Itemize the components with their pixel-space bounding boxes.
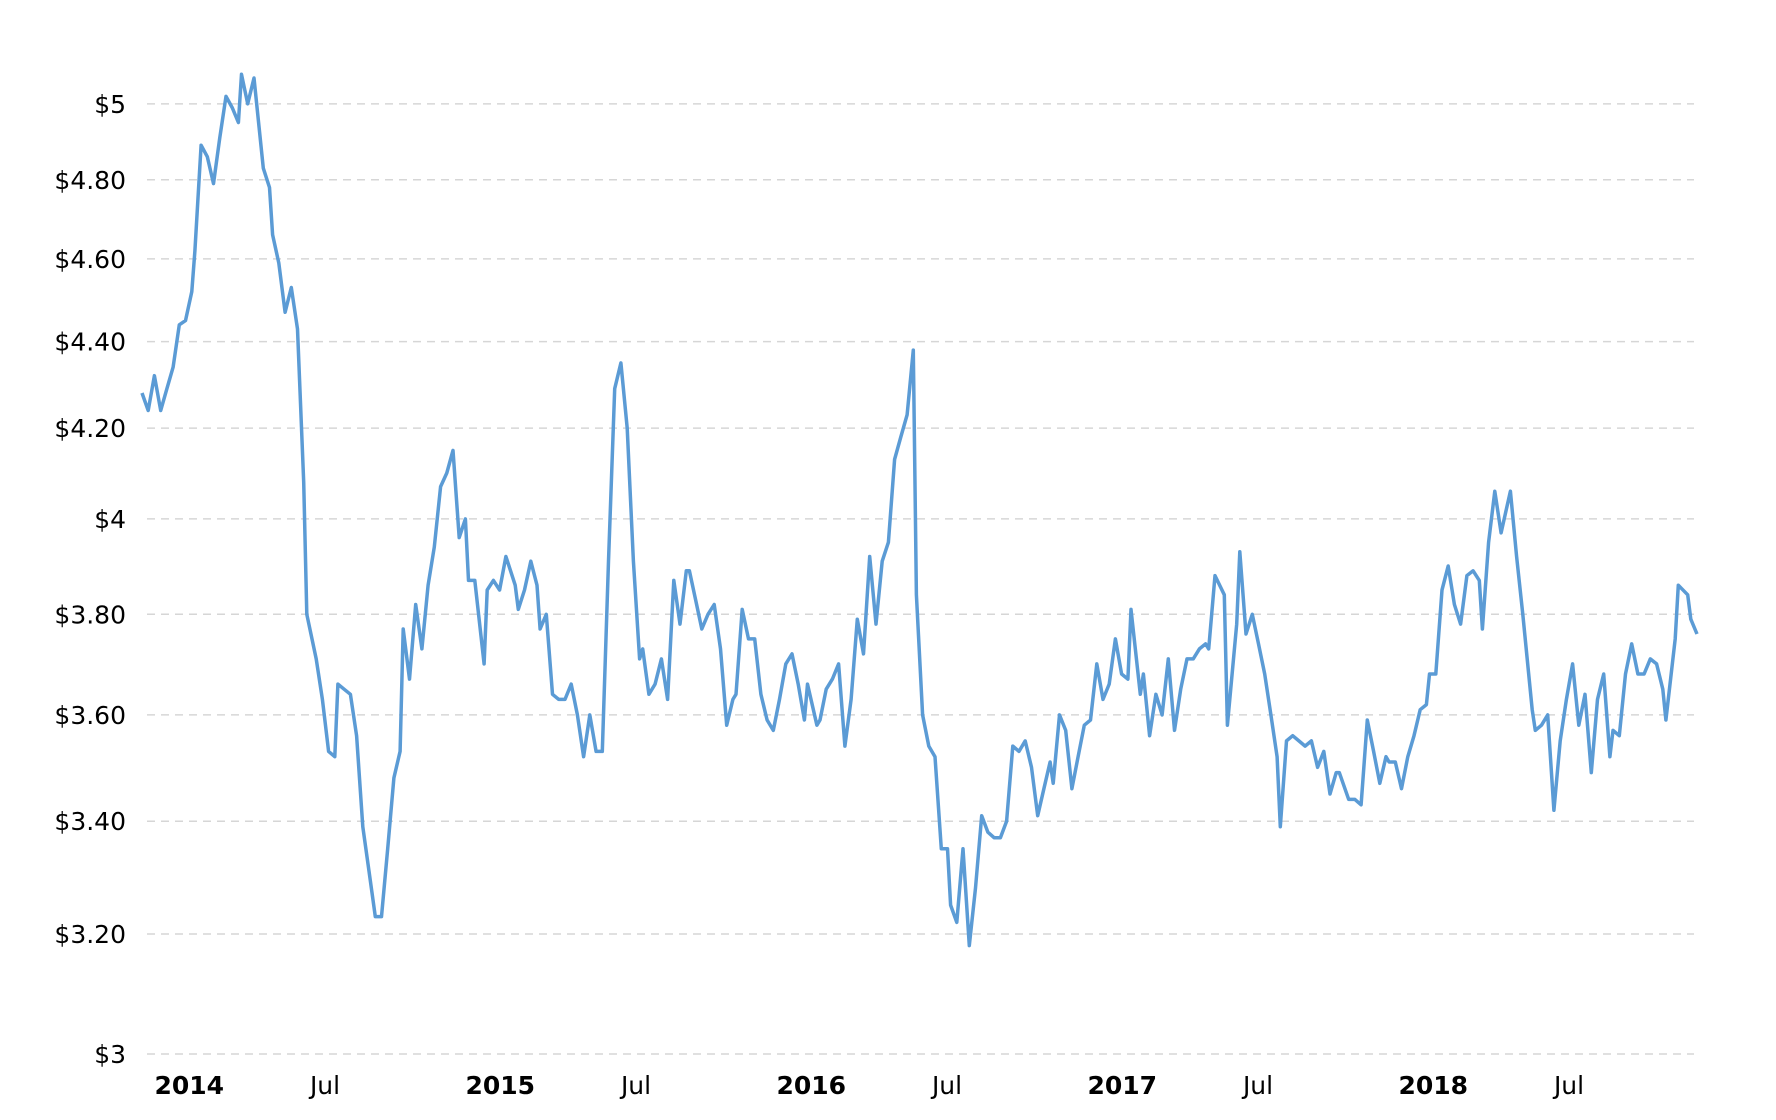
price-line — [140, 72, 1699, 948]
x-tick-label: Jul — [308, 1071, 340, 1100]
y-tick-label: $4.20 — [54, 414, 126, 443]
y-tick-label: $4.40 — [54, 328, 126, 357]
x-tick-label: 2018 — [1398, 1071, 1468, 1100]
x-tick-label: Jul — [619, 1071, 651, 1100]
y-tick-label: $3.40 — [54, 807, 126, 836]
y-tick-label: $4.60 — [54, 245, 126, 274]
y-tick-label: $3.20 — [54, 920, 126, 949]
x-tick-label: 2014 — [154, 1071, 224, 1100]
y-tick-label: $4.80 — [54, 166, 126, 195]
x-tick-label: 2016 — [776, 1071, 846, 1100]
y-tick-label: $3 — [94, 1040, 126, 1069]
x-tick-label: 2017 — [1087, 1071, 1157, 1100]
x-tick-label: Jul — [1241, 1071, 1273, 1100]
y-tick-label: $3.60 — [54, 701, 126, 730]
x-tick-label: Jul — [1552, 1071, 1584, 1100]
y-tick-label: $4 — [94, 505, 126, 534]
x-tick-label: 2015 — [465, 1071, 535, 1100]
x-tick-label: Jul — [930, 1071, 962, 1100]
y-tick-label: $5 — [94, 90, 126, 119]
y-tick-label: $3.80 — [54, 600, 126, 629]
